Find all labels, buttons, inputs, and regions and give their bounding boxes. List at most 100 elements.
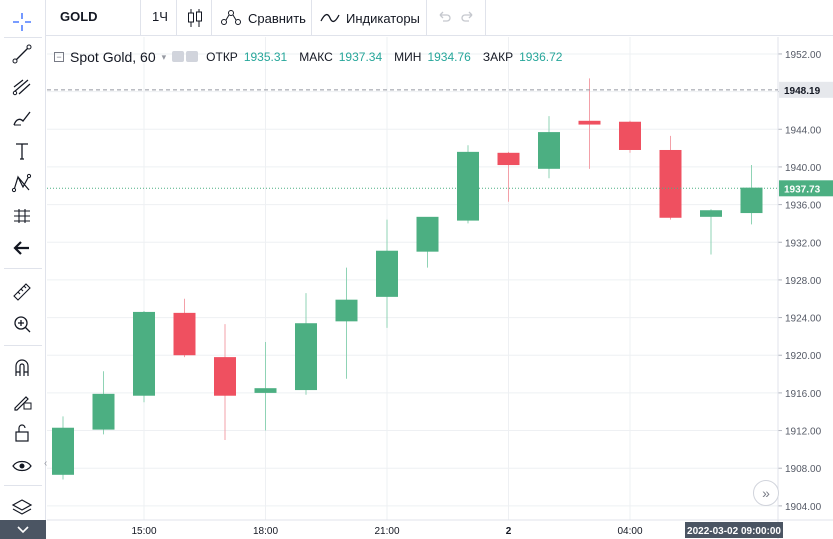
top-toolbar: GOLD 1Ч Сравнить	[0, 0, 833, 36]
current-price-label: 1937.73	[784, 184, 821, 195]
candle-down	[214, 357, 236, 396]
unlock-icon[interactable]	[9, 421, 35, 445]
x-tick-label: 18:00	[253, 526, 278, 537]
back-arrow-icon[interactable]	[9, 236, 35, 260]
high-price-label: 1948.19	[784, 86, 821, 97]
trend-line-icon[interactable]	[9, 42, 35, 66]
low-label: МИН	[394, 50, 422, 64]
candle-up	[133, 311, 155, 396]
divider	[4, 37, 42, 38]
series-menu-icon[interactable]: ▾	[161, 51, 167, 62]
candle-down	[497, 152, 520, 166]
divider	[426, 0, 427, 36]
open-label: ОТКР	[206, 50, 238, 64]
close-label: ЗАКР	[482, 50, 514, 64]
x-tick-label: 2	[506, 526, 512, 537]
collapse-toolbar-button[interactable]	[0, 520, 46, 539]
scroll-to-realtime-button[interactable]: »	[753, 480, 779, 506]
y-tick-label: 1944.00	[785, 125, 822, 136]
high-value: 1937.34	[338, 50, 383, 64]
candle-up	[92, 393, 115, 430]
y-tick-label: 1912.00	[785, 427, 822, 438]
divider	[4, 345, 42, 346]
candle-up	[52, 427, 74, 475]
lock-draw-icon[interactable]	[9, 389, 35, 413]
series-title[interactable]: Spot Gold, 60	[70, 49, 156, 65]
current-price-badge	[779, 180, 833, 197]
magnet-icon[interactable]	[9, 356, 35, 380]
divider	[211, 0, 212, 36]
close-value: 1936.72	[519, 50, 563, 64]
chevron-left-icon[interactable]: ‹	[44, 458, 48, 469]
low-value: 1934.76	[427, 50, 471, 64]
x-tick-label: 21:00	[374, 526, 399, 537]
crosshair-icon[interactable]	[9, 10, 35, 34]
x-tick-label: 04:00	[617, 526, 642, 537]
grid	[47, 37, 778, 520]
divider	[4, 268, 42, 269]
candles	[52, 78, 763, 480]
measure-icon[interactable]	[9, 204, 35, 228]
y-tick-label: 1936.00	[785, 201, 822, 212]
indicators-label: Индикаторы	[346, 10, 420, 26]
redo-icon[interactable]	[460, 9, 476, 25]
candle-up	[254, 388, 277, 393]
candle-up	[335, 299, 358, 322]
divider	[4, 485, 42, 486]
settings-icon[interactable]	[186, 51, 199, 62]
candle-up	[538, 132, 560, 169]
eye-icon[interactable]	[9, 454, 35, 478]
candle-up	[457, 151, 479, 221]
axes: 1952.001948.001944.001940.001936.001932.…	[47, 37, 833, 539]
open-value: 1935.31	[243, 50, 288, 64]
y-tick-label: 1928.00	[785, 276, 822, 287]
chart-type-candles-icon[interactable]	[186, 8, 204, 28]
price-chart[interactable]: 1952.001948.001944.001940.001936.001932.…	[47, 37, 833, 539]
indicators-button[interactable]: Индикаторы	[320, 8, 420, 28]
legend-collapse-icon[interactable]: −	[54, 52, 64, 62]
candle-down	[578, 120, 601, 125]
divider	[485, 0, 486, 36]
y-tick-label: 1940.00	[785, 163, 822, 174]
candle-up	[295, 323, 317, 391]
brush-icon[interactable]	[9, 106, 35, 130]
divider	[176, 0, 177, 36]
candle-up	[416, 216, 439, 252]
divider	[311, 0, 312, 36]
eye-icon[interactable]	[172, 51, 185, 62]
text-icon[interactable]	[9, 139, 35, 163]
series-legend: − Spot Gold, 60 ▾ ОТКР 1935.31 МАКС 1937.3…	[54, 49, 568, 65]
x-tick-label: 15:00	[131, 526, 156, 537]
symbol-search[interactable]: GOLD	[60, 9, 98, 24]
undo-icon[interactable]	[436, 9, 452, 25]
y-tick-label: 1924.00	[785, 314, 822, 325]
compare-icon	[221, 10, 241, 25]
compare-button[interactable]: Сравнить	[220, 8, 306, 28]
ruler-icon[interactable]	[9, 280, 35, 304]
date-badge	[685, 522, 783, 538]
layers-icon[interactable]	[9, 496, 35, 520]
fib-icon[interactable]	[9, 74, 35, 98]
pattern-icon[interactable]	[9, 171, 35, 195]
high-price-badge	[779, 81, 833, 98]
series-visibility-icons[interactable]	[172, 51, 200, 63]
y-tick-label: 1952.00	[785, 50, 822, 61]
indicators-icon	[320, 13, 340, 23]
candle-up	[376, 250, 398, 297]
date-label: 2022-03-02 09:00:00	[687, 526, 781, 537]
interval-button[interactable]: 1Ч	[152, 9, 168, 24]
y-tick-label: 1904.00	[785, 502, 822, 513]
chevron-down-icon	[17, 525, 29, 533]
compare-label: Сравнить	[248, 10, 306, 26]
candle-up	[700, 210, 722, 217]
y-tick-label: 1920.00	[785, 351, 822, 362]
candle-down	[659, 149, 682, 218]
divider	[140, 0, 141, 36]
y-tick-label: 1932.00	[785, 238, 822, 249]
drawing-toolbar	[0, 0, 46, 539]
candle-down	[619, 121, 641, 150]
y-tick-label: 1908.00	[785, 464, 822, 475]
zoom-in-icon[interactable]	[9, 312, 35, 336]
candle-down	[173, 312, 196, 356]
